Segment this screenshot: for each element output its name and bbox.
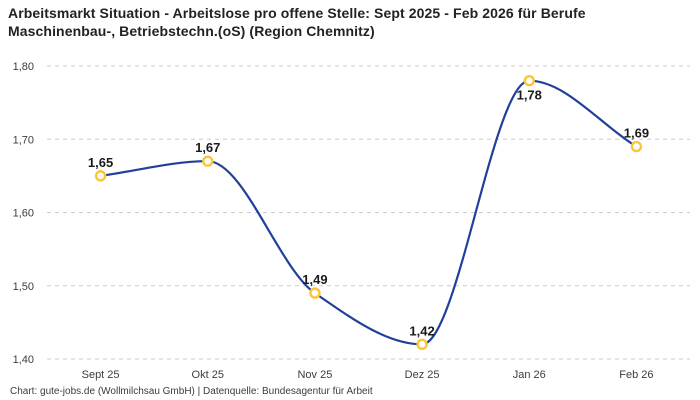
x-tick-label: Okt 25 xyxy=(192,369,224,381)
data-point-label: 1,42 xyxy=(409,323,434,338)
y-tick-label: 1,40 xyxy=(13,354,34,366)
x-tick-label: Dez 25 xyxy=(405,369,440,381)
data-point-label: 1,78 xyxy=(517,88,542,103)
chart-credit: Chart: gute-jobs.de (Wollmilchsau GmbH) … xyxy=(10,386,373,397)
data-point-marker xyxy=(416,338,428,351)
x-tick-label: Feb 26 xyxy=(619,369,653,381)
y-tick-label: 1,80 xyxy=(13,61,34,73)
chart-title: Arbeitsmarkt Situation - Arbeitslose pro… xyxy=(8,5,586,39)
data-point-label: 1,49 xyxy=(302,272,327,287)
data-point-label: 1,67 xyxy=(195,140,220,155)
x-tick-label: Sept 25 xyxy=(82,369,120,381)
data-point-marker xyxy=(94,170,107,182)
data-point-marker xyxy=(202,155,214,167)
data-point-label: 1,65 xyxy=(88,155,113,170)
data-point-marker xyxy=(309,287,321,299)
data-point-marker xyxy=(630,140,643,153)
y-tick-label: 1,70 xyxy=(13,134,34,146)
data-point-label: 1,69 xyxy=(624,126,649,141)
y-tick-label: 1,50 xyxy=(13,281,34,293)
x-tick-label: Jan 26 xyxy=(513,369,546,381)
y-tick-label: 1,60 xyxy=(13,208,34,220)
x-tick-label: Nov 25 xyxy=(297,369,332,381)
data-point-marker xyxy=(523,74,535,87)
